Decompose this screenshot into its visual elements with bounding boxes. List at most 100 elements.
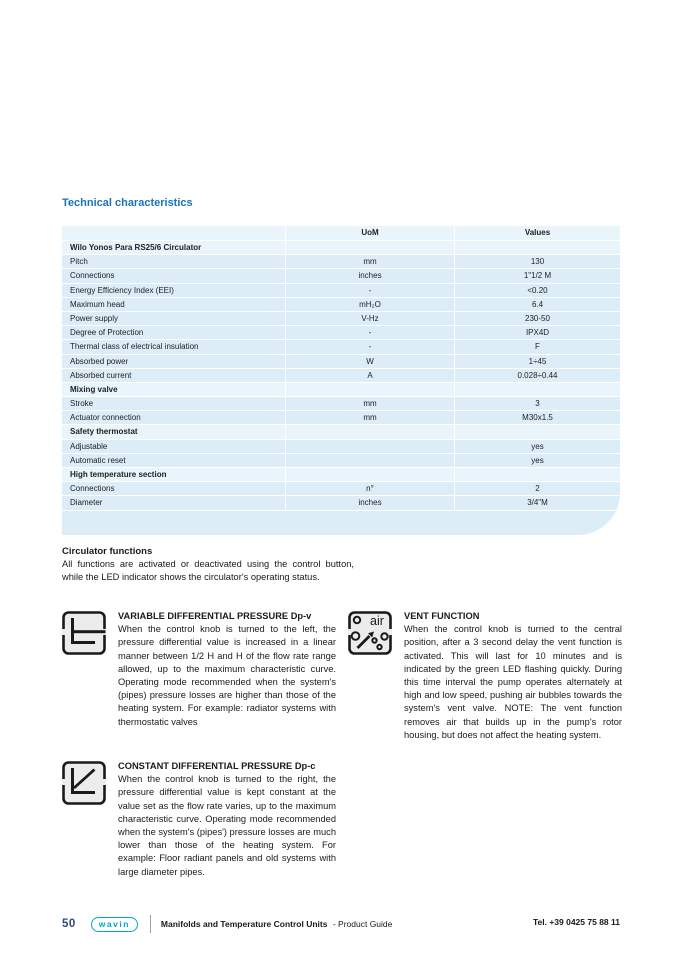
table-row: Actuator connection mm M30x1.5 [62, 411, 620, 426]
table-row: Energy Efficiency Index (EEI) - <0.20 [62, 283, 620, 298]
footer-doc-subtitle: - Product Guide [332, 919, 393, 929]
dpc-chart-icon [62, 761, 106, 805]
table-cell: 1"1/2 M [454, 269, 620, 283]
footer-phone: Tel. +39 0425 75 88 11 [532, 917, 620, 927]
table-cell [454, 425, 620, 439]
table-cell: Stroke [70, 399, 94, 409]
table-row: High temperature section [62, 468, 620, 483]
table-cell: Wilo Yonos Para RS25/6 Circulator [70, 243, 202, 252]
table-row: Safety thermostat [62, 425, 620, 440]
table-cell [454, 468, 620, 482]
table-cell: W [285, 354, 454, 368]
border-gap [62, 779, 67, 785]
feature-dpc-body: When the control knob is turned to the r… [118, 774, 336, 877]
table-cell: 3/4"M [454, 496, 620, 510]
table-cell: 1÷45 [454, 354, 620, 368]
header-uom-cell: UoM [285, 226, 454, 240]
circulator-functions-title: Circulator functions [62, 546, 153, 557]
table-cell: 230-50 [454, 311, 620, 326]
table-row: Pitch mm 130 [62, 255, 620, 270]
technical-characteristics-table: UoM Values Wilo Yonos Para RS25/6 Circul… [62, 226, 620, 535]
border-gap [387, 629, 392, 635]
footer-doc-title: Manifolds and Temperature Control Units … [161, 919, 392, 929]
header-blank-cell [62, 226, 285, 240]
border-gap [101, 779, 106, 785]
table-cell: yes [454, 453, 620, 467]
circulator-functions-body: All functions are activated or deactivat… [62, 559, 354, 583]
table-cell: M30x1.5 [454, 411, 620, 425]
wavin-logo: wavin [90, 916, 138, 932]
table-cell [454, 241, 620, 255]
table-row: Connections n° 2 [62, 482, 620, 497]
table-cell: Automatic reset [70, 455, 126, 465]
table-cell: - [285, 340, 454, 354]
air-vent-icon: air [348, 611, 392, 655]
table-row: Automatic reset yes [62, 453, 620, 468]
border-gap [62, 629, 67, 635]
page-footer: 50 wavin Manifolds and Temperature Contr… [62, 912, 620, 936]
table-cell: Pitch [70, 257, 88, 267]
table-cell: Actuator connection [70, 413, 141, 423]
feature-dpv-title: VARIABLE DIFFERENTIAL PRESSURE Dp-v [118, 611, 312, 621]
table-row: Degree of Protection - IPX4D [62, 326, 620, 341]
feature-dpc: CONSTANT DIFFERENTIAL PRESSURE Dp-c When… [118, 760, 336, 879]
table-cell: Mixing valve [70, 384, 118, 394]
table-cell: n° [285, 482, 454, 496]
footer-doc-title-bold: Manifolds and Temperature Control Units [160, 919, 328, 929]
table-cell [285, 439, 454, 453]
table-cell: 130 [454, 255, 620, 269]
table-cell: mm [285, 411, 454, 425]
table-cell: - [285, 283, 454, 297]
feature-dpc-title: CONSTANT DIFFERENTIAL PRESSURE Dp-c [118, 761, 316, 771]
table-cell: V-Hz [285, 311, 454, 326]
table-cell: Degree of Protection [70, 328, 144, 338]
air-icon-label: air [370, 614, 384, 628]
header-values-cell: Values [454, 226, 620, 240]
page-title: Technical characteristics [62, 197, 193, 209]
feature-vent: VENT FUNCTION When the control knob is t… [404, 610, 622, 742]
table-cell: 6.4 [454, 297, 620, 311]
table-row: Connections inches 1"1/2 M [62, 269, 620, 284]
table-cell: inches [285, 496, 454, 510]
table-cell: High temperature section [70, 470, 167, 479]
footer-divider [149, 915, 151, 933]
table-row: Adjustable yes [62, 439, 620, 454]
table-cell [285, 453, 454, 467]
table-cell [285, 425, 454, 439]
table-cell: 2 [454, 482, 620, 496]
dpv-chart-icon [62, 611, 106, 655]
table-cell: Power supply [70, 313, 119, 323]
table-row: Power supply V-Hz 230-50 [62, 311, 620, 327]
feature-vent-title: VENT FUNCTION [404, 611, 480, 621]
table-cell: mm [285, 397, 454, 411]
table-row: Stroke mm 3 [62, 397, 620, 412]
table-cell: Maximum head [70, 299, 125, 309]
feature-dpv-body: When the control knob is turned to the l… [118, 624, 336, 727]
table-cell: Energy Efficiency Index (EEI) [70, 285, 174, 295]
table-cell: Absorbed power [70, 356, 129, 366]
table-cell: Connections [70, 271, 115, 281]
table-cell [454, 382, 620, 397]
table-row: Diameter inches 3/4"M [62, 496, 620, 511]
table-cell: Safety thermostat [70, 427, 138, 437]
table-cell: IPX4D [454, 326, 620, 340]
table-row: Absorbed current A 0.028÷0.44 [62, 368, 620, 383]
arrow-head [368, 631, 374, 638]
table-row: Absorbed power W 1÷45 [62, 354, 620, 369]
table-cell: Diameter [70, 498, 103, 508]
table-cell [285, 241, 454, 255]
table-cell: Thermal class of electrical insulation [70, 342, 199, 352]
table-cell: mm [285, 255, 454, 269]
table-cell: yes [454, 439, 620, 453]
table-cell: 3 [454, 397, 620, 411]
table-cell [285, 382, 454, 397]
table-header-row: UoM Values [62, 226, 620, 241]
table-cell: F [454, 340, 620, 354]
border-gap [348, 629, 353, 635]
table-cell [285, 468, 454, 482]
table-cell: inches [285, 269, 454, 283]
table-cell: Connections [70, 484, 115, 494]
feature-vent-body: When the control knob is turned to the c… [404, 624, 622, 740]
table-row: Thermal class of electrical insulation - F [62, 340, 620, 355]
